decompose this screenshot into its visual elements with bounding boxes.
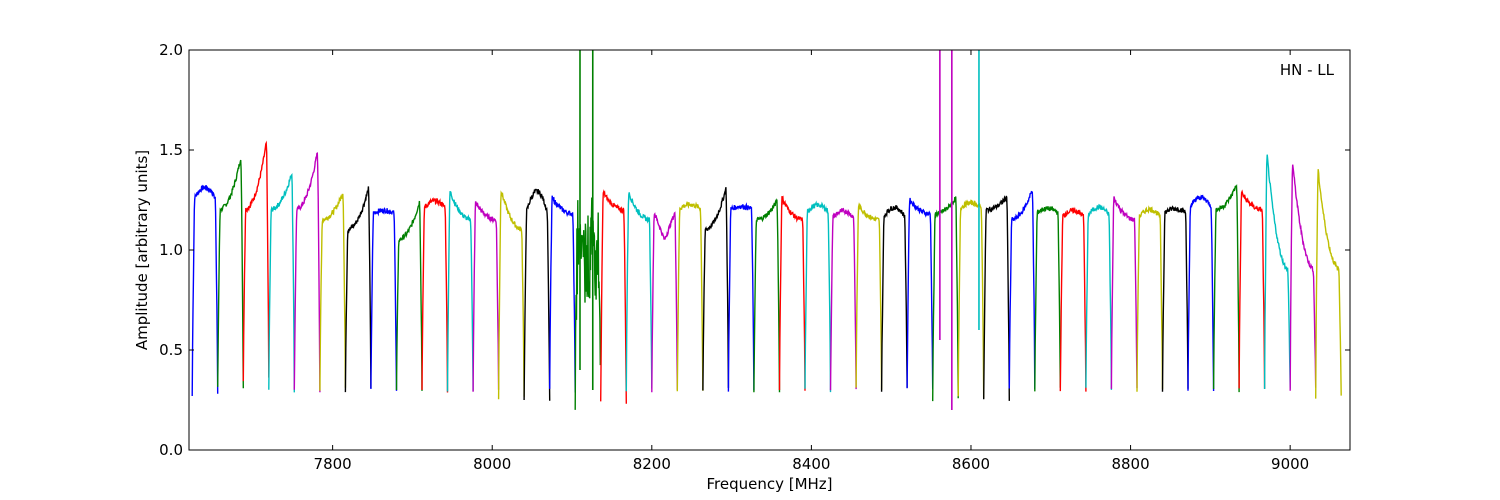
channel-line bbox=[1008, 190, 1036, 390]
channel-line bbox=[497, 190, 525, 400]
channel-line bbox=[395, 200, 423, 391]
x-tick-label: 8600 bbox=[952, 455, 990, 473]
channel-line bbox=[651, 211, 678, 393]
channel-line bbox=[446, 190, 474, 392]
channel-line bbox=[268, 173, 295, 393]
x-tick-label: 8200 bbox=[633, 455, 671, 473]
x-axis-ticks: 7800 8000 8200 8400 8600 8800 9000 bbox=[314, 50, 1309, 473]
x-tick-label: 7800 bbox=[314, 455, 352, 473]
channel-line bbox=[880, 205, 908, 392]
channel-line bbox=[523, 188, 551, 401]
channel-line bbox=[319, 193, 347, 391]
channel-line bbox=[676, 200, 704, 392]
series-layer bbox=[191, 140, 1342, 410]
channel-line bbox=[855, 202, 883, 390]
channel-line bbox=[727, 202, 755, 392]
y-tick-label: 0.0 bbox=[159, 441, 183, 459]
channel-line bbox=[1085, 203, 1113, 390]
channel-line bbox=[472, 201, 500, 392]
channel-line bbox=[1263, 154, 1291, 390]
channel-line bbox=[1110, 196, 1138, 389]
channel-line bbox=[983, 195, 1010, 401]
y-tick-label: 1.5 bbox=[159, 141, 183, 159]
channel-line bbox=[702, 187, 730, 391]
y-tick-label: 2.0 bbox=[159, 41, 183, 59]
channel-line bbox=[421, 197, 449, 393]
channel-line bbox=[1059, 206, 1087, 392]
panel-annotation: HN - LL bbox=[1280, 61, 1335, 79]
channel-line bbox=[344, 186, 372, 393]
channel-line bbox=[753, 198, 781, 393]
x-tick-label: 8000 bbox=[473, 455, 511, 473]
spike-layer bbox=[579, 50, 980, 410]
channel-line bbox=[932, 196, 959, 402]
y-tick-label: 0.5 bbox=[159, 341, 183, 359]
channel-line bbox=[242, 140, 270, 382]
x-axis-label: Frequency [MHz] bbox=[706, 475, 832, 493]
y-axis-ticks: 0.0 0.5 1.0 1.5 2.0 bbox=[159, 41, 1350, 459]
x-tick-label: 9000 bbox=[1271, 455, 1309, 473]
x-tick-label: 8800 bbox=[1111, 455, 1149, 473]
channel-line bbox=[906, 197, 934, 390]
channel-line bbox=[191, 184, 219, 397]
channel-line bbox=[1238, 189, 1266, 389]
channel-line bbox=[1187, 194, 1215, 392]
channel-line bbox=[1315, 169, 1342, 399]
y-tick-label: 1.0 bbox=[159, 241, 183, 259]
channel-line bbox=[217, 159, 244, 389]
x-tick-label: 8400 bbox=[792, 455, 830, 473]
channel-line bbox=[293, 152, 321, 393]
channel-line bbox=[549, 195, 576, 393]
channel-line bbox=[829, 207, 857, 391]
channel-line bbox=[625, 192, 653, 392]
channel-line bbox=[1034, 206, 1061, 392]
channel-line bbox=[370, 207, 398, 391]
channel-line bbox=[1289, 164, 1317, 391]
channel-line bbox=[778, 195, 806, 391]
channel-line bbox=[1161, 204, 1189, 392]
channel-line bbox=[1136, 205, 1164, 392]
channel-line bbox=[804, 200, 832, 393]
channel-line bbox=[1212, 184, 1240, 393]
channel-line bbox=[600, 189, 627, 404]
y-axis-label: Amplitude [arbitrary units] bbox=[133, 150, 151, 350]
